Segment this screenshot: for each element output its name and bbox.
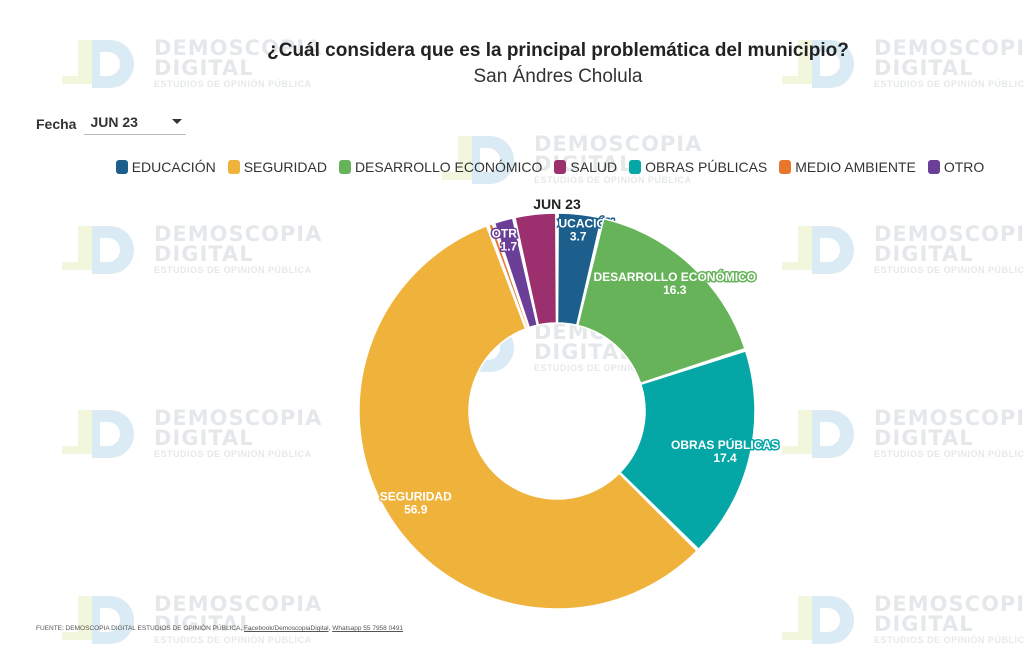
date-select-value: JUN 23 [90,114,138,130]
legend-swatch [227,160,240,174]
donut-slice[interactable] [618,350,756,551]
legend-swatch [629,160,642,174]
slice-value-label: 3.7 [570,230,587,244]
legend-item[interactable]: MEDIO AMBIENTE [779,159,916,175]
legend-label: SALUD [570,159,618,175]
slice-value-label: 56.9 [404,503,428,517]
legend-label: OBRAS PÚBLICAS [645,159,768,175]
legend-label: MEDIO AMBIENTE [795,159,916,175]
legend-swatch [115,160,128,174]
footer-source: FUENTE: DEMOSCOPIA DIGITAL ESTUDIOS DE O… [36,625,243,632]
legend-item[interactable]: EDUCACIÓN [115,159,216,175]
legend-item[interactable]: OTRO [927,159,985,175]
legend-item[interactable]: DESARROLLO ECONÓMICO [338,159,543,175]
chart-legend: EDUCACIÓN SEGURIDAD DESARROLLO ECONÓMICO SA… [0,159,1024,175]
slice-value-label: 16.3 [663,283,687,297]
legend-item[interactable]: SALUD [554,159,617,175]
slice-label: SEGURIDAD [380,490,452,504]
legend-item[interactable]: OBRAS PÚBLICAS [629,159,767,175]
footer-facebook-link[interactable]: Facebook/DemoscopiaDigital [244,625,329,632]
legend-swatch [338,160,351,174]
donut-slice[interactable] [487,222,530,330]
legend-swatch [779,160,792,174]
legend-label: DESARROLLO ECONÓMICO [354,159,543,175]
donut-slice[interactable] [556,212,603,327]
filter-label: Fecha [36,115,77,132]
donut-slice[interactable] [576,217,746,385]
chevron-down-icon [172,119,183,124]
donut-slice[interactable] [358,225,699,610]
chart-subtitle: San Ándres Cholula [473,66,643,87]
donut-slice[interactable] [493,217,539,329]
ring-label: JUN 23 [533,196,581,212]
donut-slice[interactable] [514,212,558,326]
legend-label: EDUCACIÓN [131,159,216,175]
slice-value-label: 1.7 [501,239,518,253]
legend-item[interactable]: SEGURIDAD [227,159,327,175]
legend-label: OTRO [943,159,985,175]
legend-swatch [927,160,940,174]
slice-value-label: 17.4 [713,451,737,465]
slice-label: OBRAS PÚBLICAS [671,437,779,452]
legend-swatch [554,160,567,174]
slice-label: EDUCACIÓN [542,216,615,231]
slice-label: DESARROLLO ECONÓMICO [593,269,756,284]
date-select[interactable]: JUN 23 [84,112,187,135]
source-footer: FUENTE: DEMOSCOPIA DIGITAL ESTUDIOS DE O… [36,625,404,632]
footer-whatsapp-link[interactable]: Whatsapp 55 7958 0491 [332,625,404,632]
chart-title: ¿Cuál considera que es la principal prob… [267,40,849,61]
legend-label: SEGURIDAD [243,159,327,175]
date-filter: Fecha JUN 23 [36,112,187,135]
